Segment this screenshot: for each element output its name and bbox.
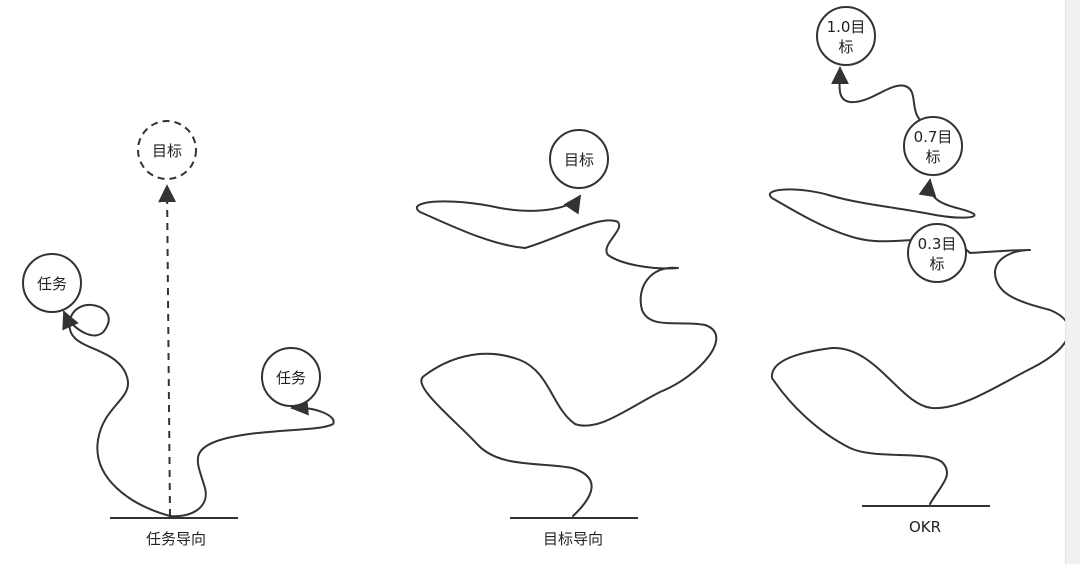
task-node-left: 任务 (22, 253, 82, 313)
okr-node-0-3-line1: 0.3目 (918, 235, 957, 253)
okr-node-0-7-line1: 0.7目 (914, 128, 953, 146)
okr-node-0-7: 0.7目 标 (903, 116, 963, 176)
wavy-path-to-okr-goals (770, 239, 1070, 505)
panel-goal-oriented: 目标 目标导向 (416, 129, 718, 548)
task-label-left: 任务 (37, 275, 67, 293)
wavy-path-to-right-task (169, 397, 335, 518)
okr-node-0-3: 0.3目 标 (907, 223, 967, 283)
caption-okr: OKR (909, 518, 941, 536)
caption-task-oriented: 任务导向 (146, 530, 206, 548)
wavy-path-to-left-task (62, 303, 171, 517)
goal-node-dashed: 目标 (137, 120, 197, 180)
dashed-path-to-goal (158, 184, 177, 517)
okr-node-0-3-line2: 标 (929, 255, 944, 273)
goal-label: 目标 (564, 151, 594, 169)
task-label-right: 任务 (276, 369, 306, 387)
wavy-path-to-10-goal (830, 66, 921, 121)
goal-node: 目标 (549, 129, 609, 189)
task-node-right: 任务 (261, 347, 321, 407)
goal-label-dashed: 目标 (152, 142, 182, 160)
panel-task-oriented: 目标 任务 任务 任务导向 (22, 120, 335, 548)
okr-node-1-0-line1: 1.0目 (827, 18, 866, 36)
scrollbar-track[interactable] (1065, 0, 1080, 564)
wavy-path-to-goal (416, 194, 718, 517)
wavy-path-to-07-goal (768, 178, 976, 243)
okr-node-0-7-line2: 标 (925, 148, 940, 166)
okr-node-1-0-line2: 标 (838, 38, 853, 56)
okr-node-1-0: 1.0目 标 (816, 6, 876, 66)
panel-okr: 1.0目 标 0.7目 标 0.3目 标 OKR (768, 6, 1070, 536)
caption-goal-oriented: 目标导向 (543, 530, 603, 548)
